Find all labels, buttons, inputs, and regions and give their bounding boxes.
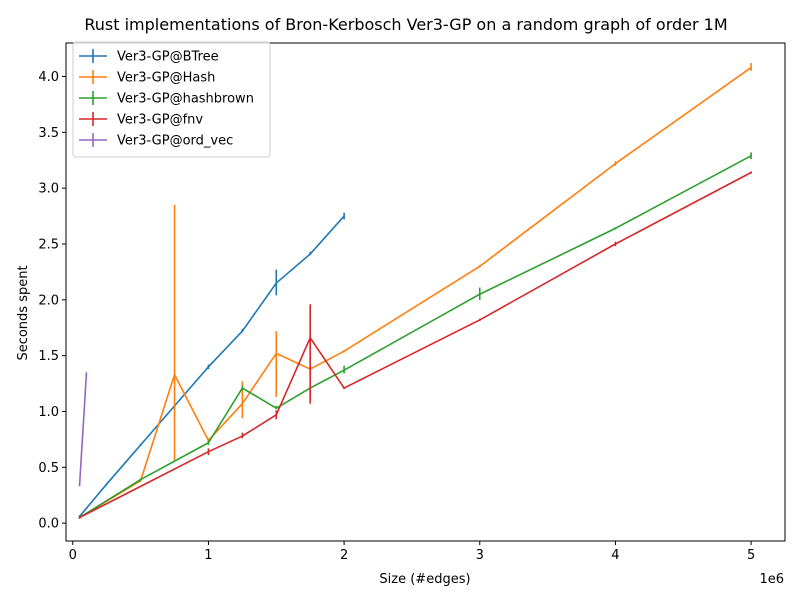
- series-3: [78, 171, 752, 519]
- x-tick-label: 2: [340, 548, 348, 563]
- series-line: [79, 155, 752, 519]
- x-tick-label: 4: [611, 548, 619, 563]
- legend-label: Ver3-GP@fnv: [117, 113, 203, 128]
- series-line: [78, 374, 88, 486]
- y-tick-label: 2.0: [38, 293, 59, 308]
- y-axis-label: Seconds spent: [16, 265, 31, 360]
- legend: Ver3-GP@BTree Ver3-GP@Hash Ver3-GP@hashbro…: [72, 41, 271, 158]
- chart-title: Rust implementations of Bron-Kerbosch Ve…: [84, 15, 727, 34]
- y-tick-label: 0.0: [38, 517, 59, 532]
- legend-box: [72, 41, 271, 158]
- x-tick-label: 3: [476, 548, 484, 563]
- y-tick-label: 1.5: [38, 349, 59, 364]
- plot-area: 0 1 2 3 4 5 0.0 0.5 1.0 1.5 2.0 2.5 3.0 3.5 4.0: [38, 42, 786, 563]
- y-tick-label: 3.0: [38, 182, 59, 197]
- y-tick-label: 2.5: [38, 237, 59, 252]
- x-tick-label: 0: [69, 548, 77, 563]
- legend-label: Ver3-GP@ord_vec: [117, 134, 233, 149]
- series-4: [78, 372, 88, 487]
- x-axis-label: Size (#edges): [379, 572, 470, 587]
- series-1: [78, 63, 752, 519]
- x-tick-label: 1: [204, 548, 212, 563]
- legend-label: Ver3-GP@Hash: [117, 71, 215, 86]
- x-tick-label: 5: [747, 548, 755, 563]
- legend-label: Ver3-GP@hashbrown: [117, 92, 254, 107]
- x-offset-label: 1e6: [759, 572, 784, 587]
- axes-frame: [65, 42, 786, 542]
- series-0: [78, 212, 345, 518]
- y-tick-label: 4.0: [38, 70, 59, 85]
- y-tick-label: 1.0: [38, 405, 59, 420]
- y-tick-label: 3.5: [38, 126, 59, 141]
- legend-label: Ver3-GP@BTree: [117, 50, 219, 65]
- y-tick-label: 0.5: [38, 461, 59, 476]
